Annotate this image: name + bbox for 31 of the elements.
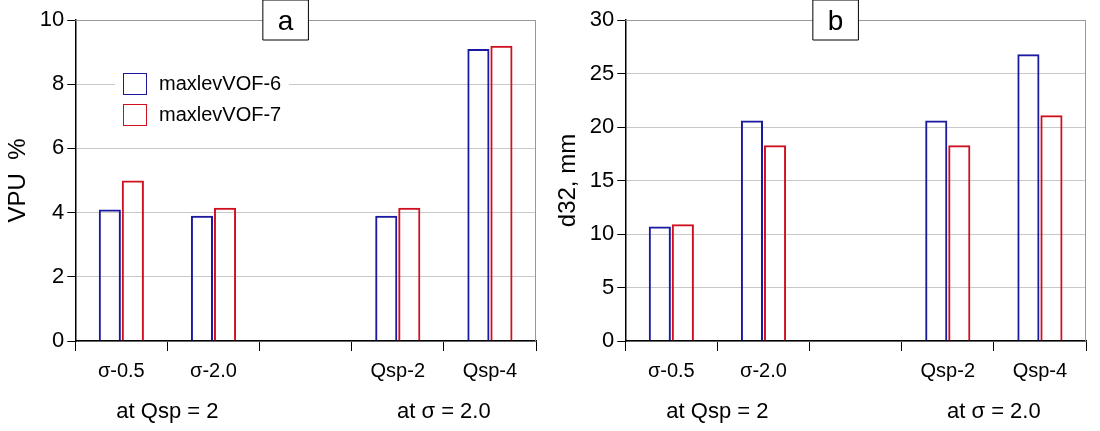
text: at σ = 2.0 [397,398,491,423]
y-tick-label: 20 [589,113,615,139]
x-tick-label: σ-2.0 [740,358,787,381]
y-tick-label: 0 [602,327,615,353]
y-tick-label: 15 [589,166,615,192]
y-axis-title: VPU % [3,138,31,223]
y-tick-label: 0 [52,327,65,353]
x-tick-label: σ-0.5 [647,358,695,381]
legend-label: maxlevVOF-7 [159,103,282,126]
y-tick-label: 2 [52,262,65,288]
text: at Qsp = 2 [666,398,769,423]
y-tick-label: 30 [589,6,615,32]
y-tick-label: 5 [602,273,615,299]
x-tick-label: Qsp-2 [370,358,426,381]
y-tick-label: 10 [589,220,615,246]
y-tick-label: 8 [52,70,65,96]
y-tick-label: 25 [589,59,615,85]
text: at σ = 2.0 [947,398,1041,423]
chart-title: a [277,4,294,36]
legend-label: maxlevVOF-6 [159,72,282,95]
chart-title: b [827,4,844,36]
x-tick-label: σ-2.0 [190,358,237,381]
y-tick-label: 4 [52,198,65,224]
x-tick-label: σ-0.5 [97,358,145,381]
y-tick-label: 10 [39,6,65,32]
text: at Qsp = 2 [116,398,219,423]
x-tick-label: Qsp-2 [920,358,976,381]
y-axis-title: d32, mm [553,133,581,228]
x-tick-label: Qsp-4 [1012,358,1068,381]
x-tick-label: Qsp-4 [462,358,518,381]
y-tick-label: 6 [52,134,65,160]
